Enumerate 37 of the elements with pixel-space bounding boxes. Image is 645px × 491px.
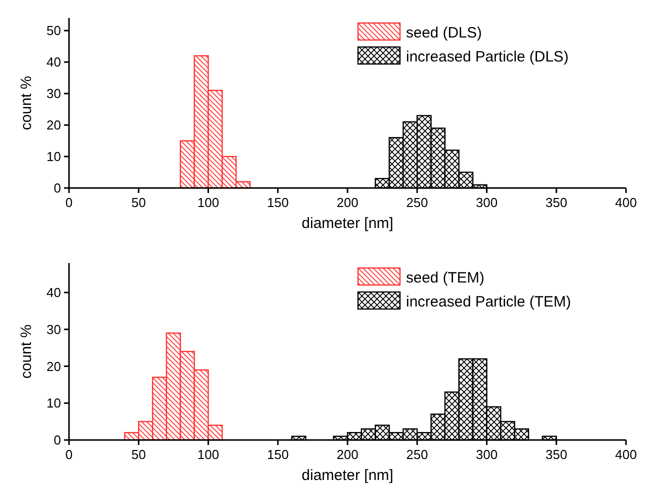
x-axis-title: diameter [nm]: [302, 215, 394, 232]
y-tick-label: 20: [46, 358, 61, 374]
y-tick-label: 20: [46, 118, 61, 133]
x-tick-label: 400: [615, 195, 637, 210]
x-tick-label: 250: [406, 195, 428, 210]
legend-label: seed (DLS): [406, 24, 482, 42]
x-tick-label: 200: [336, 195, 358, 210]
legend-label: seed (TEM): [406, 269, 484, 286]
y-tick-label: 0: [54, 432, 61, 448]
y-tick-label: 40: [46, 285, 61, 300]
x-tick-label: 350: [546, 195, 568, 210]
x-tick-label: 250: [406, 447, 428, 462]
x-tick-label: 300: [476, 195, 498, 210]
y-axis-title: count %: [18, 324, 35, 379]
legend-label: increased Particle (DLS): [406, 48, 569, 66]
x-tick-label: 400: [615, 447, 637, 462]
x-tick-label: 300: [476, 447, 498, 462]
y-tick-label: 40: [46, 54, 61, 70]
x-tick-label: 50: [131, 195, 146, 210]
x-tick-label: 100: [197, 195, 220, 210]
x-axis-title: diameter [nm]: [302, 467, 394, 484]
y-tick-label: 10: [46, 396, 61, 411]
x-tick-label: 200: [336, 447, 358, 462]
y-axis-title: count %: [18, 76, 35, 130]
y-tick-label: 50: [46, 23, 61, 38]
legend-label: increased Particle (TEM): [406, 293, 572, 310]
x-tick-label: 150: [267, 195, 289, 210]
x-tick-label: 0: [65, 195, 73, 210]
x-tick-label: 0: [65, 447, 73, 462]
x-tick-label: 150: [267, 447, 289, 462]
y-tick-label: 10: [46, 149, 61, 164]
x-tick-label: 350: [546, 447, 568, 462]
y-tick-label: 30: [46, 322, 61, 337]
x-tick-label: 100: [197, 447, 220, 462]
y-tick-label: 30: [46, 86, 61, 102]
x-tick-label: 50: [131, 447, 146, 462]
y-tick-label: 0: [54, 180, 61, 196]
